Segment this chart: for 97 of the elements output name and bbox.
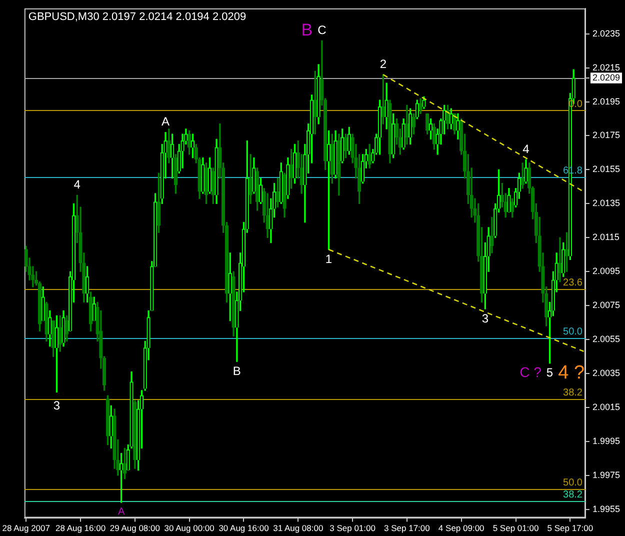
- candlestick: [524, 159, 528, 184]
- y-tick-label: 2.0235: [592, 28, 620, 38]
- candlestick: [456, 113, 460, 140]
- candlestick: [286, 157, 290, 199]
- y-tick-label: 1.9995: [592, 436, 620, 446]
- x-tick-label: 5 Sep 17:00: [547, 523, 594, 534]
- x-tick-label: 29 Aug 08:00: [110, 523, 160, 534]
- candlestick: [282, 172, 286, 218]
- annotation: 38.2: [563, 388, 583, 399]
- annotation: 3: [53, 398, 60, 412]
- candlestick: [214, 138, 218, 204]
- y-tick-label: 2.0135: [592, 198, 620, 208]
- annotation: 38.2: [563, 490, 583, 501]
- annotation: 3: [482, 311, 489, 326]
- candlestick: [347, 126, 351, 155]
- y-tick-label: 2.0095: [592, 266, 620, 276]
- x-tick-label: 28 Aug 2007: [2, 523, 50, 534]
- candlestick: [167, 128, 171, 164]
- x-tick-label: 31 Aug 08:00: [273, 523, 324, 534]
- candlestick: [344, 134, 348, 158]
- candlestick: [106, 395, 110, 446]
- candlestick: [133, 400, 137, 469]
- candlestick: [188, 130, 192, 155]
- candlestick: [381, 74, 385, 124]
- candlestick: [452, 113, 456, 134]
- candlestick: [510, 198, 514, 218]
- y-tick-label: 2.0175: [592, 130, 620, 140]
- candlestick: [422, 96, 426, 109]
- candlestick: [340, 128, 344, 164]
- candlestick: [41, 286, 45, 322]
- y-tick-label: 2.0115: [592, 232, 620, 242]
- candlestick: [279, 162, 283, 204]
- candlestick: [252, 157, 256, 194]
- candlestick: [88, 292, 93, 332]
- candlestick: [412, 113, 416, 134]
- y-tick-label: 2.0215: [592, 62, 620, 72]
- x-tick-label: 5 Sep 01:00: [492, 523, 539, 534]
- y-tick-label: 2.0015: [592, 402, 620, 412]
- y-tick-label: 2.0075: [592, 300, 620, 310]
- candlestick: [415, 100, 419, 120]
- candlestick: [316, 64, 320, 124]
- candlestick: [562, 242, 566, 278]
- y-tick-label: 2.0155: [592, 164, 620, 174]
- y-tick-label: 1.9955: [592, 504, 620, 514]
- candlestick: [51, 320, 56, 357]
- annotation: C: [318, 22, 327, 37]
- annotation: A: [118, 506, 125, 518]
- candlestick: [408, 108, 412, 145]
- x-tick-label: 28 Aug 16:00: [55, 523, 106, 534]
- candlestick: [378, 100, 382, 155]
- annotation: 2: [380, 56, 387, 71]
- annotation: B: [301, 20, 313, 40]
- candlestick: [558, 237, 562, 282]
- x-tick-label: 30 Aug 16:00: [218, 523, 270, 534]
- annotation: 4: [522, 142, 530, 156]
- y-tick-label: 2.0195: [592, 96, 620, 106]
- x-tick-label: 3 Sep 17:00: [384, 523, 430, 534]
- candlestick: [337, 134, 341, 196]
- candlestick: [507, 188, 511, 212]
- candlestick: [62, 310, 66, 347]
- candlestick: [276, 178, 280, 208]
- y-tick-label: 1.9975: [592, 470, 620, 480]
- candlestick: [232, 271, 236, 336]
- candlestick: [384, 82, 388, 130]
- candlestick: [174, 154, 178, 194]
- annotation: B: [232, 364, 241, 378]
- annotation: 5: [546, 366, 554, 380]
- x-tick-label: 4 Sep 09:00: [438, 523, 485, 534]
- candlestick: [204, 162, 208, 204]
- y-tick-label: 2.0055: [592, 334, 620, 344]
- annotation: A: [162, 114, 170, 129]
- candlestick: [334, 130, 338, 179]
- candlestick: [44, 302, 48, 342]
- annotation: 50.0: [563, 326, 583, 338]
- candlestick: [122, 448, 127, 480]
- y-tick-label: 2.0035: [592, 368, 620, 378]
- x-tick-label: 3 Sep 01:00: [330, 523, 376, 534]
- candlestick: [520, 162, 524, 189]
- candlestick: [156, 172, 161, 233]
- annotation: C ?: [520, 364, 542, 380]
- annotation: 1: [325, 252, 332, 266]
- x-tick-label: 30 Aug 00:00: [164, 523, 215, 534]
- annotation: 4: [74, 177, 81, 192]
- annotation: 4 ?: [558, 362, 585, 384]
- candlestick: [201, 157, 205, 194]
- annotation: 23.6: [563, 277, 583, 288]
- y-tick-label: 2.0209: [592, 72, 620, 82]
- candlestick: [208, 157, 212, 194]
- candlestick: [490, 216, 494, 254]
- annotation: 50.0: [563, 478, 583, 489]
- candlestick: [256, 168, 260, 211]
- candlestick: [258, 178, 263, 204]
- candlestick: [388, 100, 392, 164]
- candlestick: [402, 118, 406, 150]
- candlestick: [130, 371, 134, 449]
- candlestick: [211, 168, 215, 204]
- chart-title: GBPUSD,M30 2.0197 2.0214 2.0194 2.0209: [28, 10, 246, 23]
